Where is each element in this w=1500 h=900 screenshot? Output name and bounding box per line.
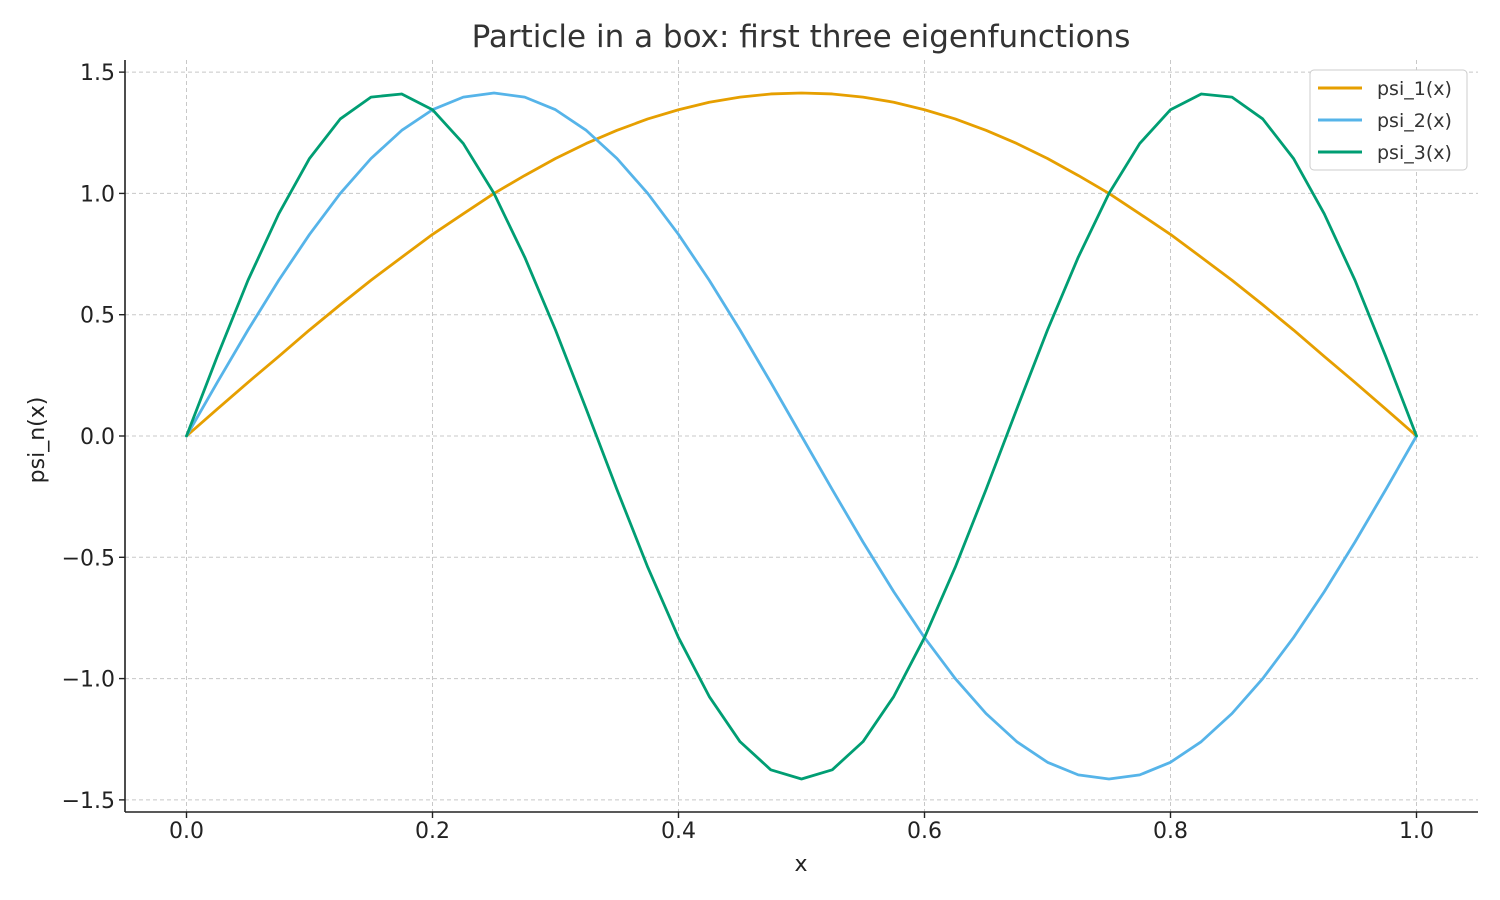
chart-title: Particle in a box: first three eigenfunc…	[472, 19, 1131, 55]
x-ticks: 0.0 0.2 0.4 0.6 0.8 1.0	[169, 812, 1434, 844]
series-line-3	[185, 92, 1418, 781]
y-ticks: 1.5 1.0 0.5 0.0 −0.5 −1.0 −1.5	[62, 61, 125, 814]
series-lines	[185, 91, 1418, 781]
x-tick-label: 0.2	[415, 819, 450, 844]
legend: psi_1(x) psi_2(x) psi_3(x)	[1309, 69, 1468, 171]
y-tick-label: 1.0	[80, 182, 115, 207]
y-tick-label: 0.0	[80, 425, 115, 450]
grid	[125, 60, 1478, 812]
x-tick-label: 0.0	[169, 819, 204, 844]
x-tick-label: 0.8	[1153, 819, 1188, 844]
y-tick-label: −1.5	[62, 789, 115, 814]
y-tick-label: 1.5	[80, 61, 115, 86]
y-tick-label: −0.5	[62, 546, 115, 571]
x-tick-label: 0.4	[661, 819, 696, 844]
legend-label-2: psi_2(x)	[1377, 110, 1452, 132]
legend-label-1: psi_1(x)	[1377, 78, 1452, 100]
x-tick-label: 1.0	[1399, 819, 1434, 844]
y-tick-label: 0.5	[80, 304, 115, 329]
y-tick-label: −1.0	[62, 668, 115, 693]
legend-label-3: psi_3(x)	[1377, 142, 1452, 164]
series-line-2	[185, 91, 1418, 781]
x-tick-label: 0.6	[907, 819, 942, 844]
y-axis-label: psi_n(x)	[25, 397, 50, 484]
legend-box	[1309, 69, 1468, 171]
series-line-1	[185, 91, 1418, 438]
x-axis-label: x	[794, 852, 807, 877]
